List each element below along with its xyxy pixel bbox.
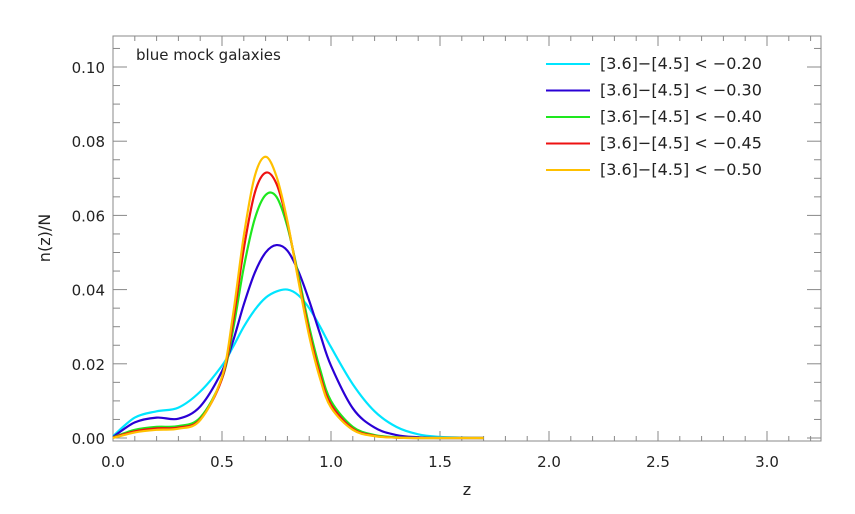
y-axis-label: n(z)/N — [35, 214, 54, 262]
series-lines — [112, 155, 484, 440]
chart-annotation: blue mock galaxies — [136, 46, 281, 64]
x-tick-labels: 0.0 0.5 1.0 1.5 2.0 2.5 3.0 — [101, 453, 779, 471]
x-axis-label: z — [463, 480, 471, 499]
y-tick-label: 0.08 — [72, 133, 105, 151]
y-tick-label: 0.10 — [72, 59, 105, 77]
plot-frame — [112, 35, 822, 442]
legend-label: [3.6]−[4.5] < −0.40 — [600, 107, 762, 126]
x-tick-label: 0.5 — [210, 453, 234, 471]
y-tick-label: 0.00 — [72, 430, 105, 448]
x-tick-label: 1.0 — [319, 453, 343, 471]
legend-label: [3.6]−[4.5] < −0.50 — [600, 160, 762, 179]
x-tick-label: 3.0 — [755, 453, 779, 471]
series-line-3 — [112, 171, 484, 440]
y-tick-label: 0.02 — [72, 356, 105, 374]
series-line-1 — [112, 243, 484, 440]
series-line-0 — [112, 288, 484, 440]
legend-label: [3.6]−[4.5] < −0.20 — [600, 54, 762, 73]
series-line-2 — [112, 191, 484, 440]
x-tick-label: 2.5 — [646, 453, 670, 471]
series-line-4 — [112, 155, 484, 440]
x-tick-label: 0.0 — [101, 453, 125, 471]
axis-ticks — [112, 36, 821, 441]
legend: [3.6]−[4.5] < −0.20 [3.6]−[4.5] < −0.30 [3… — [546, 54, 762, 179]
y-tick-label: 0.06 — [72, 207, 105, 225]
legend-label: [3.6]−[4.5] < −0.45 — [600, 134, 762, 153]
x-tick-label: 1.5 — [428, 453, 452, 471]
y-tick-label: 0.04 — [72, 282, 105, 300]
legend-label: [3.6]−[4.5] < −0.30 — [600, 81, 762, 100]
x-tick-label: 2.0 — [537, 453, 561, 471]
y-tick-labels: 0.00 0.02 0.04 0.06 0.08 0.10 — [72, 59, 105, 448]
